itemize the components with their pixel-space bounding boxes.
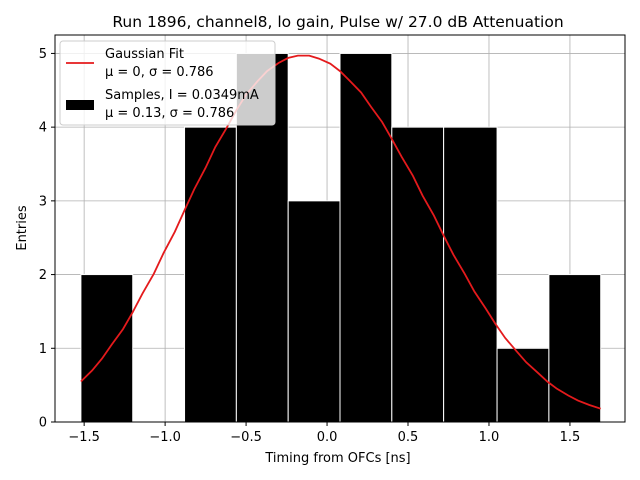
y-tick-label: 1: [39, 342, 47, 357]
x-tick-label: 1.0: [479, 430, 500, 445]
y-tick-label: 5: [39, 47, 47, 62]
legend-samples-swatch: [66, 100, 94, 110]
histogram-bar: [548, 274, 602, 423]
gaussian-fit-line: [80, 54, 601, 410]
legend-fit-name: Gaussian Fit: [105, 47, 184, 62]
y-tick-label: 2: [39, 268, 47, 283]
histogram-bar: [184, 126, 237, 423]
histogram-bar: [391, 126, 445, 423]
x-tick-label: −1.0: [149, 430, 181, 445]
legend: Gaussian Fit μ = 0, σ = 0.786 Samples, I…: [59, 40, 276, 126]
y-tick-label: 0: [39, 416, 47, 431]
x-tick-label: 0.5: [398, 430, 419, 445]
legend-box: [59, 40, 276, 126]
y-tick-label: 4: [39, 121, 47, 136]
histogram-bar: [339, 52, 393, 423]
chart-title: Run 1896, channel8, lo gain, Pulse w/ 27…: [112, 13, 563, 31]
x-tick-label: −0.5: [230, 430, 262, 445]
x-tick-label: 1.5: [560, 430, 581, 445]
y-axis-label: Entries: [15, 205, 30, 251]
histogram-bar: [443, 126, 498, 423]
plot-area: −1.5 −1.0 −0.5 0.0 0.5 1.0 1.5 0 1 2 3 4 5: [39, 34, 626, 445]
x-axis-label: Timing from OFCs [ns]: [264, 451, 410, 466]
axes-frame: [54, 34, 626, 423]
legend-samples-stats: μ = 0.13, σ = 0.786: [105, 106, 234, 121]
legend-fit-stats: μ = 0, σ = 0.786: [105, 65, 214, 80]
x-tick-label: −1.5: [68, 430, 100, 445]
legend-samples-name: Samples, I = 0.0349mA: [105, 88, 259, 103]
histogram-bar: [287, 200, 341, 423]
y-tick-label: 3: [39, 194, 47, 209]
x-tick-label: 0.0: [317, 430, 338, 445]
histogram-bar: [80, 274, 134, 423]
